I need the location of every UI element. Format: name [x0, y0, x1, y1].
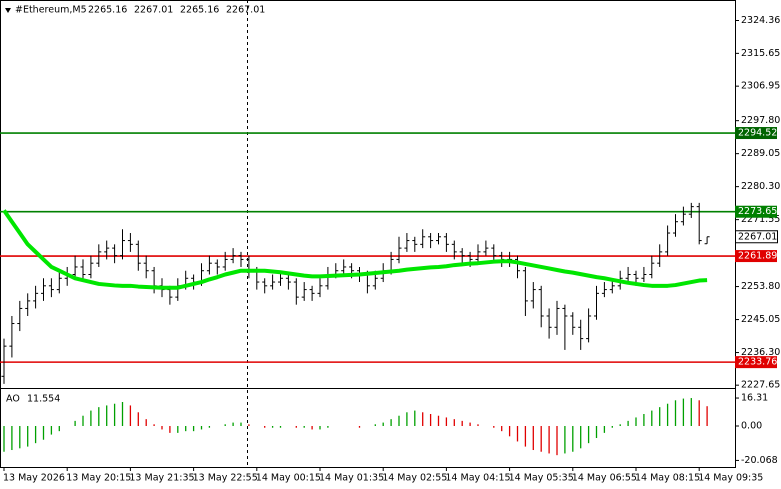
y-tick-label: 2245.05	[741, 314, 780, 325]
header-high: 2267.01	[134, 5, 173, 16]
level-label: 2261.89	[738, 251, 777, 262]
y-tick-label: 2297.80	[741, 115, 780, 126]
last-price-label: 2267.01	[738, 231, 777, 242]
x-tick-label: 14 May 08:15	[635, 473, 700, 484]
moving-average	[2, 209, 708, 290]
x-tick-label: 14 May 06:55	[572, 473, 637, 484]
level-label: 2233.76	[738, 357, 777, 368]
x-tick-label: 14 May 04:15	[445, 473, 510, 484]
level-label: 2273.65	[738, 206, 777, 217]
level-label-box	[735, 250, 777, 263]
x-tick-label: 13 May 21:35	[129, 473, 194, 484]
indicator-value: 11.554	[27, 394, 60, 405]
y-tick-label: 2306.95	[741, 81, 780, 92]
symbol: #Ethereum,M5	[15, 5, 87, 16]
last-price-box	[735, 230, 778, 244]
menu-arrow[interactable]	[5, 8, 11, 13]
x-tick-label: 13 May 22:55	[193, 473, 258, 484]
y-tick-label: 2271.55	[741, 214, 780, 225]
y-tick-label: 2236.30	[741, 347, 780, 358]
x-tick-label: 14 May 01:35	[319, 473, 384, 484]
y-tick-label: 2289.05	[741, 148, 780, 159]
x-tick-label: 14 May 02:55	[382, 473, 447, 484]
x-tick-label: 13 May 2026	[3, 473, 65, 484]
level-label-box	[735, 356, 777, 369]
y-tick-label: 0.00	[741, 421, 762, 432]
plot-frame	[0, 0, 736, 468]
y-tick-label: 2253.80	[741, 281, 780, 292]
y-tick-label: 2280.30	[741, 181, 780, 192]
indicator-name: AO	[6, 394, 20, 405]
y-tick-label: 16.31	[741, 393, 768, 404]
level-label-box	[735, 205, 777, 218]
y-tick-label: -20.068	[741, 455, 778, 466]
y-tick-label: 2227.65	[741, 380, 780, 391]
x-tick-label: 13 May 20:15	[66, 473, 131, 484]
y-tick-label: 2324.36	[741, 15, 780, 26]
header-close: 2267.01	[226, 5, 265, 16]
level-label: 2294.52	[738, 128, 777, 139]
x-tick-label: 14 May 09:35	[698, 473, 763, 484]
x-tick-label: 14 May 05:35	[509, 473, 574, 484]
header-low: 2265.16	[180, 5, 219, 16]
level-label-box	[735, 127, 777, 140]
x-tick-label: 14 May 00:15	[256, 473, 321, 484]
header-open: 2265.16	[88, 5, 127, 16]
y-tick-label: 2315.65	[741, 48, 780, 59]
